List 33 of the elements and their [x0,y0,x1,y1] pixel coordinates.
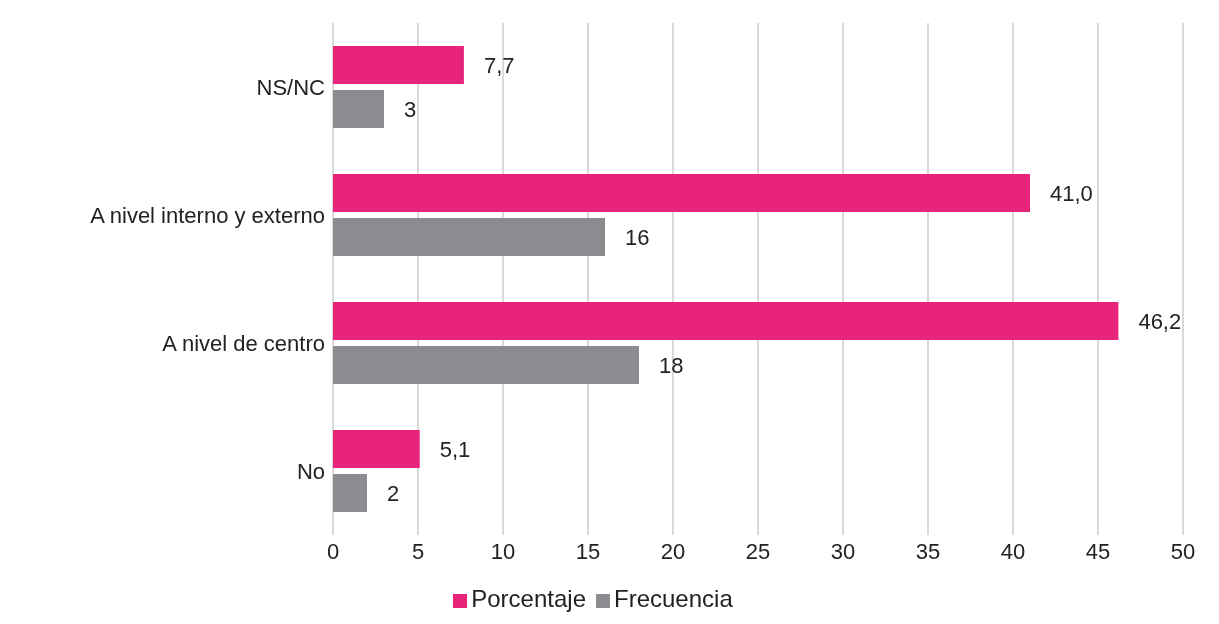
x-tick-label: 0 [326,538,340,564]
data-label: 2 [387,480,400,506]
x-tick-label: 10 [490,538,516,564]
bar [333,46,464,85]
bar [333,474,367,513]
y-tick-label: A nivel de centro [162,330,325,356]
legend-label: Frecuencia [614,585,733,612]
x-tick-label: 15 [575,538,601,564]
y-tick-label: No [296,458,325,484]
x-tick-label: 35 [915,538,941,564]
x-tick-label: 25 [745,538,771,564]
data-label: 5,1 [439,436,471,462]
data-label: 3 [404,96,417,122]
x-tick-label: 40 [1000,538,1026,564]
bar [333,302,1119,341]
data-label: 46,2 [1138,308,1182,334]
x-tick-label: 30 [830,538,856,564]
x-tick-label: 20 [660,538,686,564]
data-label: 16 [625,224,650,250]
x-tick-label: 50 [1170,538,1196,564]
bar [333,174,1030,213]
bar [333,430,420,469]
data-label: 18 [659,352,684,378]
data-label: 41,0 [1050,180,1093,206]
bar [333,90,384,129]
x-tick-label: 45 [1085,538,1111,564]
y-tick-label: A nivel interno y externo [90,202,325,228]
bar [333,346,639,385]
x-tick-label: 5 [411,538,425,564]
y-tick-label: NS/NC [256,74,326,100]
bar [333,218,605,257]
legend-label: Porcentaje [471,585,586,612]
data-label: 7,7 [483,52,515,78]
